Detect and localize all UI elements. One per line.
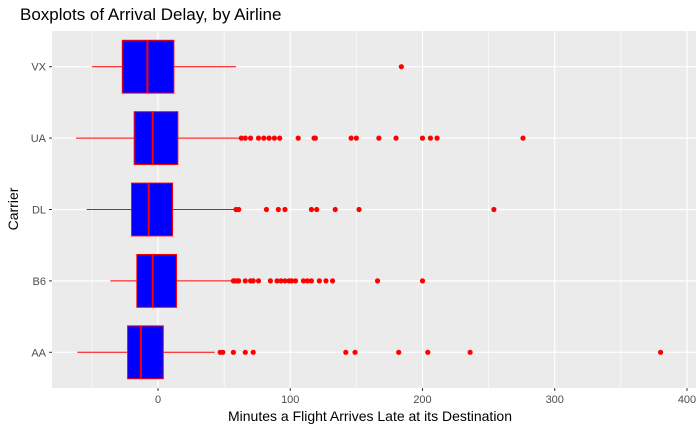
x-axis: 0 100 200 300 400 [155,388,696,406]
outlier-point [398,64,404,70]
outlier-point [230,349,236,355]
outlier-point [261,135,267,141]
box-ua [76,111,526,166]
outlier-point [393,135,399,141]
box-aa [77,325,664,380]
outlier-point [238,135,244,141]
outlier-point [308,278,315,284]
x-tick-label: 200 [413,394,431,406]
outlier-point [275,206,281,213]
boxes [76,39,664,380]
outlier-point [292,278,299,284]
box-vx [91,39,404,94]
x-axis-title: Minutes a Flight Arrives Late at its Des… [228,408,512,424]
outlier-point [343,349,349,355]
box-iqr [131,182,174,237]
outlier-point [300,278,307,284]
outlier-point [467,349,473,355]
box-dl [86,182,497,237]
outlier-point [491,206,497,213]
y-tick-label: UA [31,133,47,145]
outlier-point [242,135,248,141]
outlier-point [274,278,280,284]
chart-title: Boxplots of Arrival Delay, by Airline [20,5,282,24]
outlier-point [263,206,270,213]
outlier-point [255,278,262,284]
box-b6 [110,253,426,308]
y-tick-label: AA [31,347,46,359]
outlier-point [425,349,431,355]
box-iqr [133,111,179,166]
outlier-point [316,278,322,284]
outlier-point [288,278,295,284]
outlier-point [277,135,283,141]
outlier-point [242,349,248,355]
x-tick-label: 0 [155,394,161,406]
outlier-point [271,135,277,141]
outlier-point [308,206,315,213]
outlier-point [329,278,336,284]
outlier-point [323,278,329,284]
outlier-point [376,135,382,141]
outlier-point [236,206,242,213]
outlier-point [266,135,272,141]
y-tick-label: B6 [33,276,46,288]
y-tick-label: VX [31,62,46,74]
outlier-point [374,278,381,284]
y-axis-title: Carrier [5,187,21,230]
x-tick-label: 100 [281,394,299,406]
outlier-point [250,349,256,355]
outlier-point [295,135,301,141]
outlier-point [356,206,362,213]
x-tick-label: 400 [678,394,696,406]
outlier-point [278,278,284,284]
outlier-point [396,349,402,355]
x-tick-label: 300 [546,394,564,406]
outlier-point [353,135,359,141]
outlier-point [267,278,274,284]
outlier-point [427,135,434,141]
outlier-point [348,135,354,141]
outlier-point [236,278,242,284]
outlier-point [520,135,526,141]
y-axis: AA B6 DL UA VX [31,62,52,359]
outlier-point [220,349,226,355]
outlier-point [419,135,426,141]
outlier-point [352,349,358,355]
outlier-point [332,206,338,213]
outlier-point [282,206,288,213]
outlier-point [255,135,262,141]
outlier-point [657,349,664,355]
outlier-point [314,206,320,213]
outlier-point [419,278,426,284]
box-iqr [127,325,164,380]
y-tick-label: DL [32,205,46,217]
outlier-point [247,135,254,141]
outlier-point [250,278,256,284]
outlier-point [242,278,248,284]
outlier-point [312,135,318,141]
box-iqr [136,253,178,308]
outlier-point [304,278,311,284]
outlier-point [282,278,288,284]
outlier-point [434,135,440,141]
